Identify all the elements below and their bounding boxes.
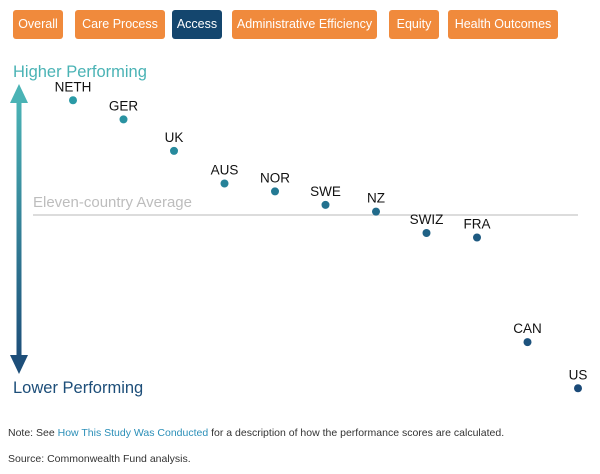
point-label-us: US: [569, 367, 588, 382]
performance-arrow-shaft: [16, 100, 22, 358]
higher-performing-label: Higher Performing: [13, 63, 147, 81]
tab-equity[interactable]: Equity: [389, 10, 439, 39]
point-nz: [372, 207, 380, 216]
point-fra: [473, 233, 481, 242]
average-line-label: Eleven-country Average: [33, 194, 192, 211]
lower-performing-label: Lower Performing: [13, 379, 144, 397]
performance-chart: Eleven-country Average NETH GER UK AUS NOR SWE…: [10, 79, 588, 393]
point-label-swiz: SWIZ: [410, 212, 444, 227]
arrow-up-head: [10, 84, 28, 103]
tab-health-outcomes[interactable]: Health Outcomes: [448, 10, 558, 39]
point-aus: [220, 179, 229, 188]
point-can: [523, 338, 532, 347]
point-uk: [170, 146, 178, 155]
point-label-fra: FRA: [464, 217, 491, 232]
point-swiz: [422, 229, 431, 237]
tab-access[interactable]: Access: [172, 10, 222, 39]
point-label-can: CAN: [513, 321, 542, 336]
point-label-ger: GER: [109, 98, 139, 113]
point-nor: [271, 187, 279, 196]
point-label-swe: SWE: [310, 184, 341, 199]
point-label-aus: AUS: [211, 163, 239, 178]
tab-overall[interactable]: Overall: [13, 10, 63, 39]
chart-note: Note: See How This Study Was Conducted f…: [8, 427, 504, 439]
point-label-nor: NOR: [260, 170, 290, 185]
arrow-down-head: [10, 355, 28, 374]
study-method-link[interactable]: How This Study Was Conducted: [57, 427, 209, 439]
point-label-nz: NZ: [367, 191, 385, 206]
point-label-uk: UK: [165, 130, 184, 145]
point-label-neth: NETH: [55, 79, 92, 94]
chart-source: Source: Commonwealth Fund analysis.: [8, 453, 191, 465]
note-prefix: Note: See: [8, 427, 58, 439]
point-swe: [321, 200, 330, 209]
point-neth: [69, 96, 77, 105]
tab-care-process[interactable]: Care Process: [75, 10, 165, 39]
point-us: [574, 384, 582, 393]
point-ger: [119, 115, 128, 124]
note-suffix: for a description of how the performance…: [208, 427, 505, 439]
tab-administrative-efficiency[interactable]: Administrative Efficiency: [232, 10, 377, 39]
